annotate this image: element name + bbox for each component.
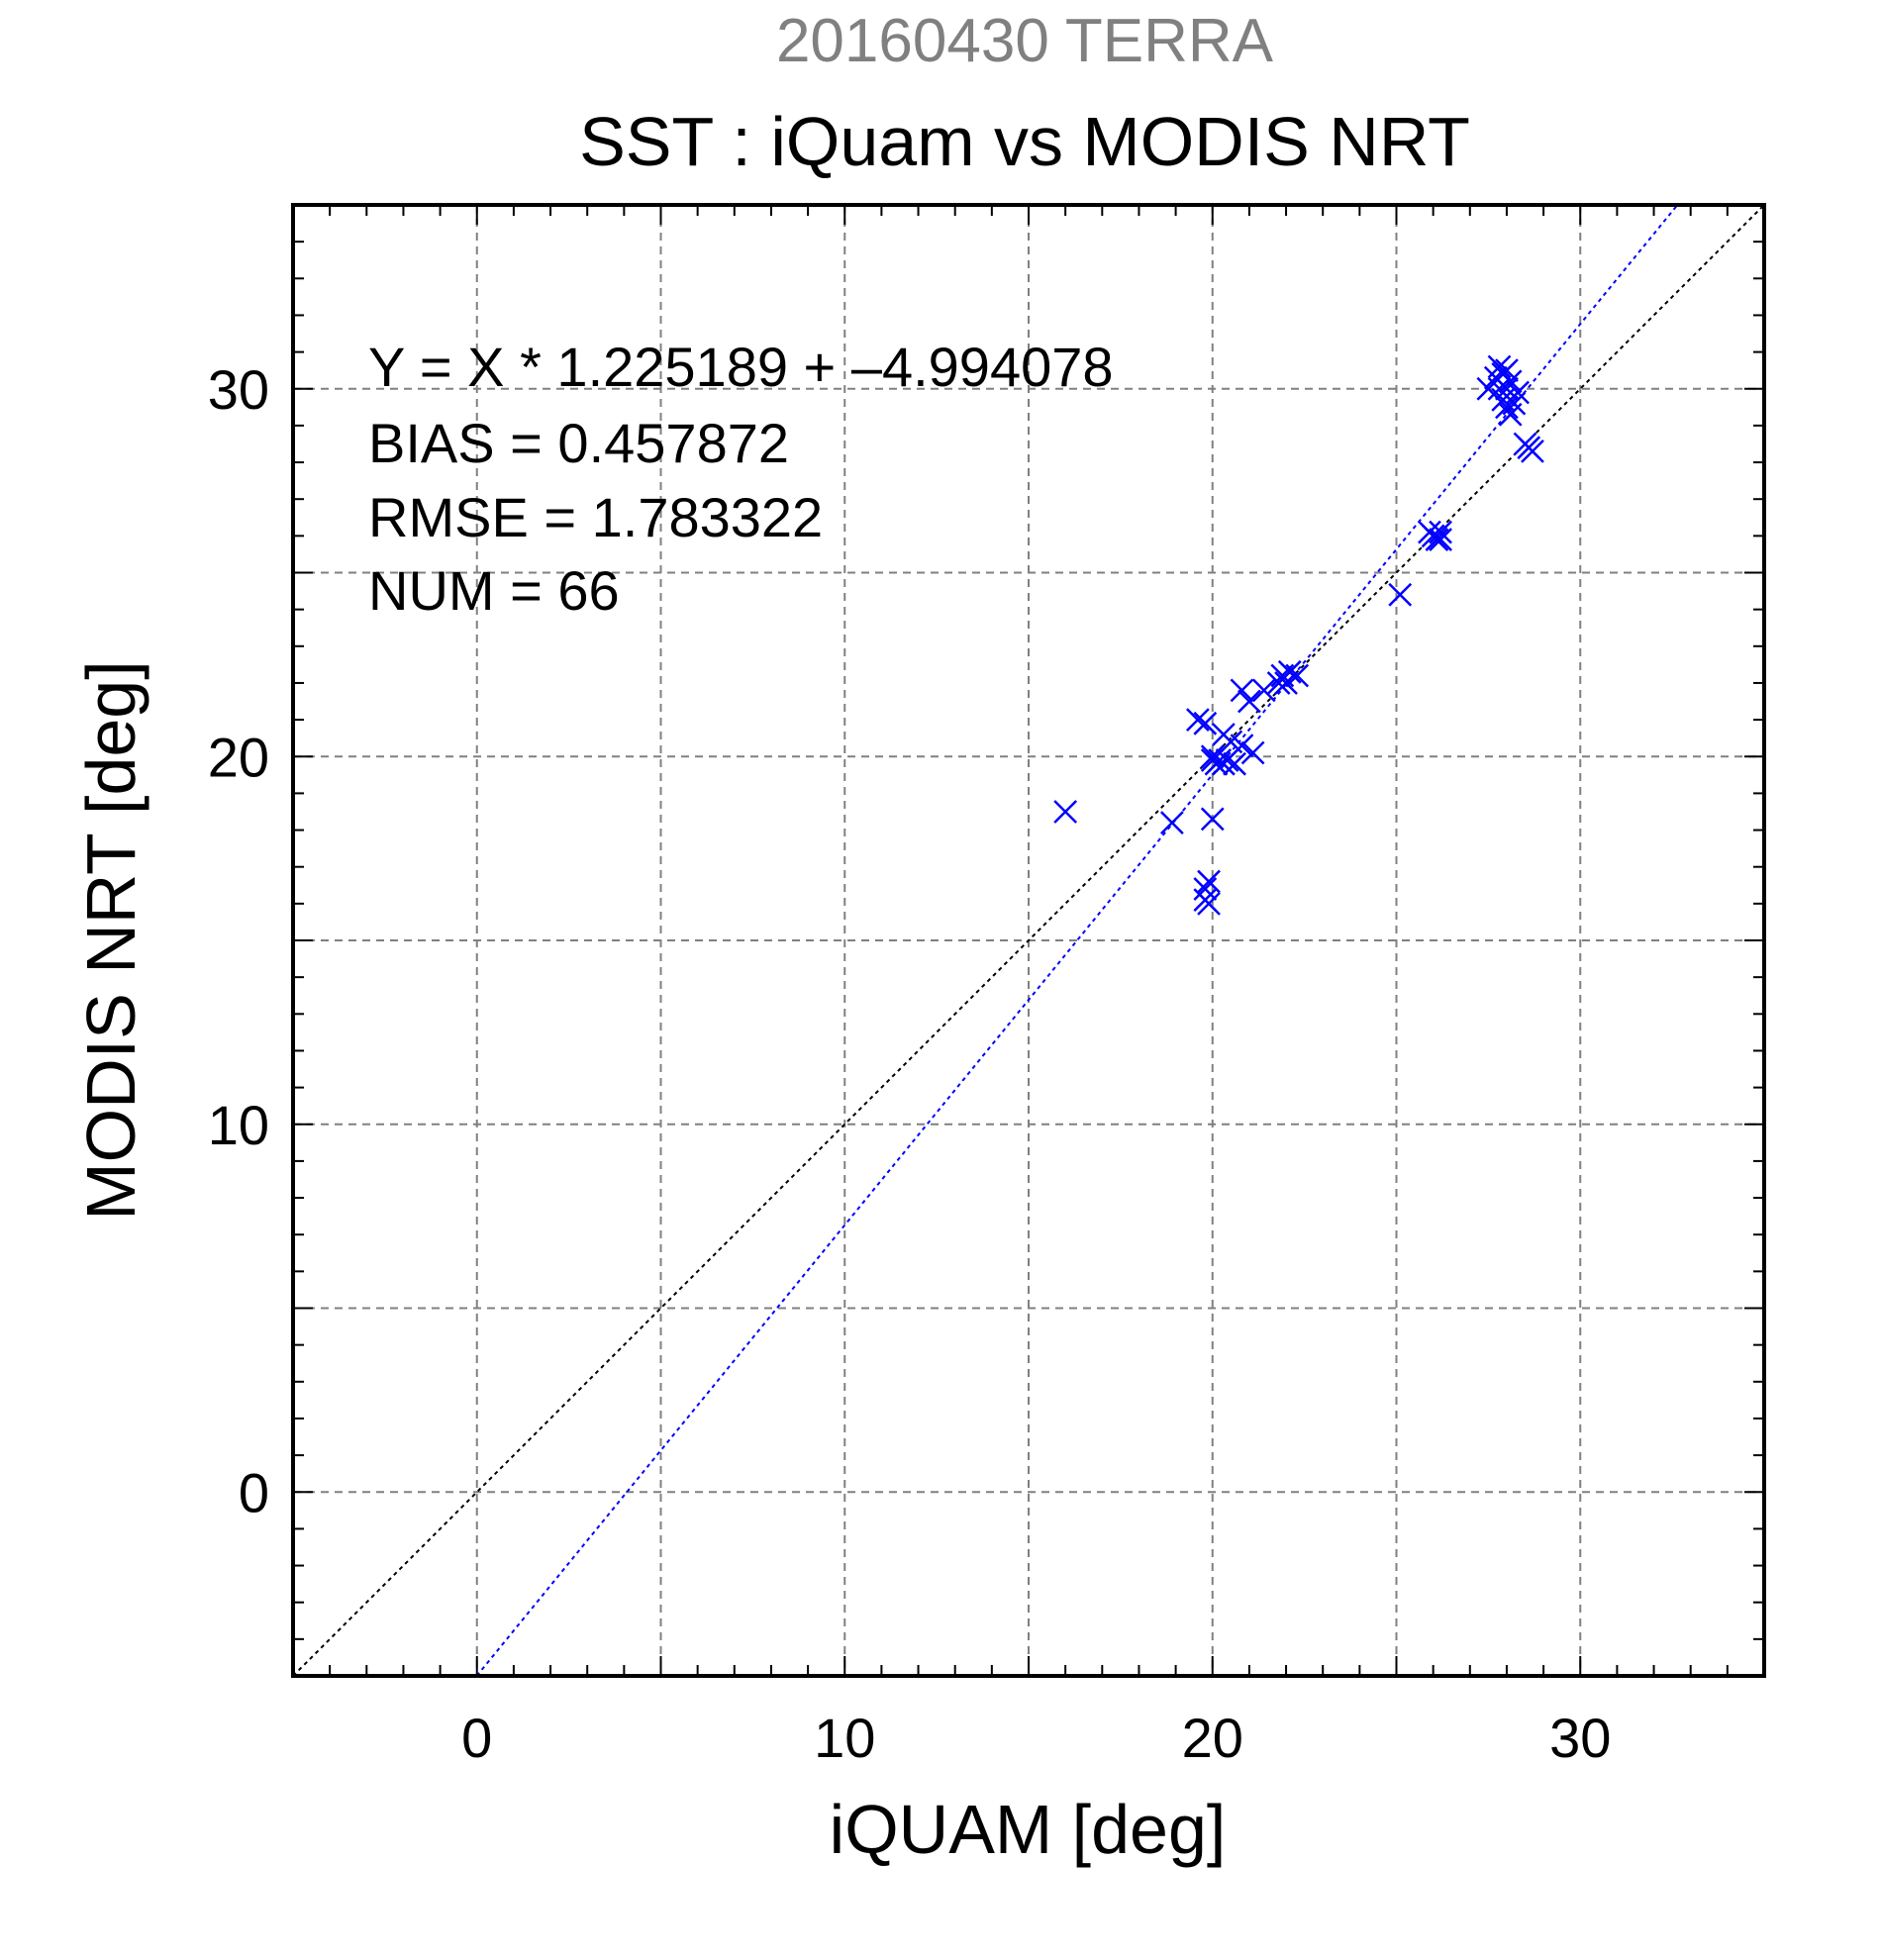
data-point (1498, 369, 1523, 394)
y-axis-label: MODIS NRT [deg] (72, 660, 149, 1220)
bias-text: BIAS = 0.457872 (368, 412, 789, 474)
data-point (1388, 582, 1413, 607)
data-point (1495, 395, 1519, 420)
data-point (1160, 811, 1184, 835)
x-axis-label: iQUAM [deg] (830, 1791, 1227, 1868)
identity-line (292, 204, 1765, 1677)
data-point (1238, 689, 1261, 714)
data-point (1193, 711, 1218, 735)
stats-annotations: Y = X * 1.225189 + –4.994078 BIAS = 0.45… (368, 336, 1114, 622)
data-points (1053, 354, 1544, 916)
data-point (1053, 800, 1078, 824)
data-point (1521, 440, 1544, 463)
data-point (1200, 744, 1225, 769)
plot-frame (291, 203, 1766, 1678)
data-point (1251, 678, 1276, 703)
chart-title: SST : iQuam vs MODIS NRT (579, 103, 1470, 180)
num-text: NUM = 66 (368, 559, 620, 622)
data-point (1429, 528, 1452, 551)
data-point (1506, 380, 1530, 405)
data-point (1193, 877, 1218, 901)
chart-suptitle: 20160430 TERRA (776, 7, 1274, 75)
data-point (1197, 869, 1221, 894)
fit-equation-text: Y = X * 1.225189 + –4.994078 (368, 336, 1114, 398)
data-point (1429, 520, 1452, 544)
x-tick-label: 0 (461, 1707, 492, 1769)
data-point (1197, 891, 1221, 916)
data-point (1285, 663, 1310, 688)
data-point (1186, 708, 1210, 732)
y-tick-label: 10 (208, 1094, 269, 1156)
y-tick-label: 30 (208, 358, 269, 421)
data-point (1223, 751, 1246, 776)
x-tick-label: 30 (1549, 1707, 1611, 1769)
data-point (1487, 354, 1512, 379)
data-point (1230, 678, 1254, 703)
data-point (1200, 807, 1225, 832)
reference-lines (292, 204, 1765, 1677)
data-point (1277, 659, 1302, 684)
data-point (1240, 740, 1265, 765)
data-point (1230, 734, 1254, 757)
y-tick-label: 20 (208, 726, 269, 788)
data-point (1425, 528, 1449, 551)
x-tick-labels: 0 10 20 30 (461, 1707, 1611, 1769)
y-tick-labels: 0 10 20 30 (208, 358, 269, 1524)
y-tick-label: 0 (239, 1461, 269, 1523)
x-tick-label: 10 (814, 1707, 875, 1769)
rmse-text: RMSE = 1.783322 (368, 486, 823, 548)
x-tick-label: 20 (1182, 1707, 1243, 1769)
